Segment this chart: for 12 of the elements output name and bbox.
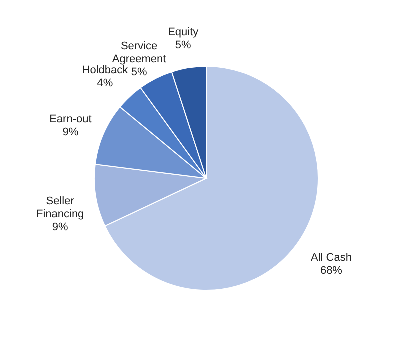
- data-label: 4%: [97, 78, 114, 90]
- slice-label: Seller Financing: [36, 196, 84, 221]
- slice-label: Equity: [168, 26, 200, 38]
- slice-label: Earn-out: [50, 114, 92, 126]
- data-label: 68%: [320, 264, 343, 277]
- slice-label: Holdback: [82, 64, 129, 77]
- slice-label: All Cash: [310, 252, 352, 264]
- slice-label: Service Agreement: [112, 40, 166, 66]
- data-label: 5%: [175, 39, 192, 52]
- data-label: 5%: [131, 66, 148, 79]
- data-label: 9%: [52, 222, 68, 234]
- data-label: 9%: [62, 126, 79, 139]
